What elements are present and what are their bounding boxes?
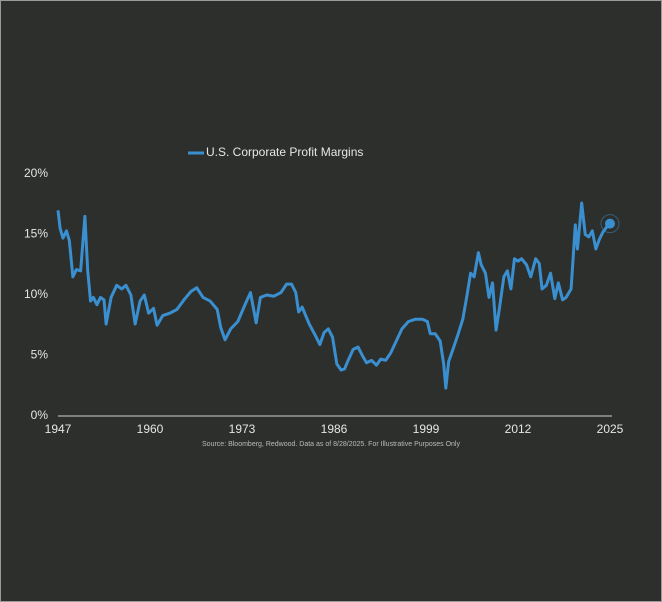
x-tick-label: 2012: [505, 422, 532, 436]
x-tick-label: 1960: [137, 422, 164, 436]
x-tick-label: 1986: [321, 422, 348, 436]
y-tick-label: 5%: [31, 348, 49, 362]
legend-label: U.S. Corporate Profit Margins: [206, 145, 363, 159]
x-tick-label: 1947: [45, 422, 72, 436]
x-tick-label: 2025: [597, 422, 624, 436]
y-tick-label: 10%: [24, 287, 48, 301]
x-tick-label: 1973: [229, 422, 256, 436]
y-tick-label: 20%: [24, 166, 48, 180]
end-marker: [605, 218, 615, 229]
y-tick-label: 15%: [24, 227, 48, 241]
source-note: Source: Bloomberg, Redwood. Data as of 8…: [202, 441, 460, 448]
end-marker-ring: [600, 214, 620, 234]
y-tick-label: 0%: [31, 408, 49, 422]
series-line: [56, 201, 612, 390]
x-tick-label: 1999: [413, 422, 440, 436]
